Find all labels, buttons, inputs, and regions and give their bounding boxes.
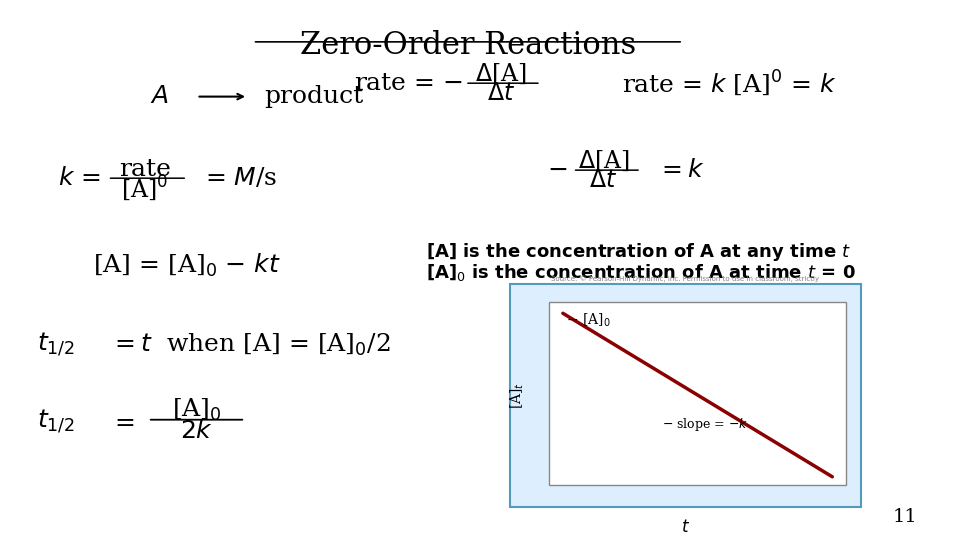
Text: $=$: $=$ (110, 410, 135, 433)
Text: Source: © Pearson-Hill Dynamic, Inc. Permission to use in classroom, strictly: Source: © Pearson-Hill Dynamic, Inc. Per… (551, 275, 820, 282)
Text: $2k$: $2k$ (180, 420, 213, 443)
Text: $\Delta$[A]: $\Delta$[A] (475, 62, 526, 86)
Text: [A]$_0$: [A]$_0$ (172, 396, 222, 423)
Text: [A] = [A]$_0$ $-$ $kt$: [A] = [A]$_0$ $-$ $kt$ (93, 252, 281, 279)
Text: $t_{1/2}$: $t_{1/2}$ (37, 331, 75, 358)
Text: $-$: $-$ (546, 158, 567, 180)
Text: $\Delta$[A]: $\Delta$[A] (578, 149, 630, 173)
Text: $= t$  when [A] = [A]$_0$/2: $= t$ when [A] = [A]$_0$/2 (110, 332, 391, 357)
Bar (549, 302, 846, 485)
Text: [A]$_t$: [A]$_t$ (509, 382, 526, 409)
Text: $-$ slope = $-k$: $-$ slope = $-k$ (662, 416, 748, 433)
Text: 11: 11 (892, 508, 917, 526)
Text: [A]$^0$: [A]$^0$ (122, 174, 169, 203)
Text: $-$ [A]$_0$: $-$ [A]$_0$ (566, 312, 611, 329)
Text: $\Delta t$: $\Delta t$ (589, 170, 617, 192)
Text: product: product (264, 85, 363, 108)
Text: [A]$_0$ is the concentration of A at time $t$ = 0: [A]$_0$ is the concentration of A at tim… (425, 261, 855, 282)
Text: rate = $-$: rate = $-$ (354, 72, 463, 94)
Text: rate = $k$ [A]$^0$ = $k$: rate = $k$ [A]$^0$ = $k$ (622, 69, 837, 98)
Text: $k$ =: $k$ = (59, 167, 101, 190)
Text: $t$: $t$ (681, 519, 690, 536)
Text: $t_{1/2}$: $t_{1/2}$ (37, 408, 75, 435)
Text: rate: rate (119, 158, 171, 180)
Bar (510, 285, 861, 507)
Text: $\Delta t$: $\Delta t$ (487, 82, 515, 105)
Text: = $M$/s: = $M$/s (205, 166, 277, 190)
Text: Zero-Order Reactions: Zero-Order Reactions (300, 30, 636, 60)
Text: [A] is the concentration of A at any time $t$: [A] is the concentration of A at any tim… (425, 241, 852, 264)
Text: $= k$: $= k$ (658, 159, 706, 181)
Text: $A$: $A$ (150, 85, 168, 108)
